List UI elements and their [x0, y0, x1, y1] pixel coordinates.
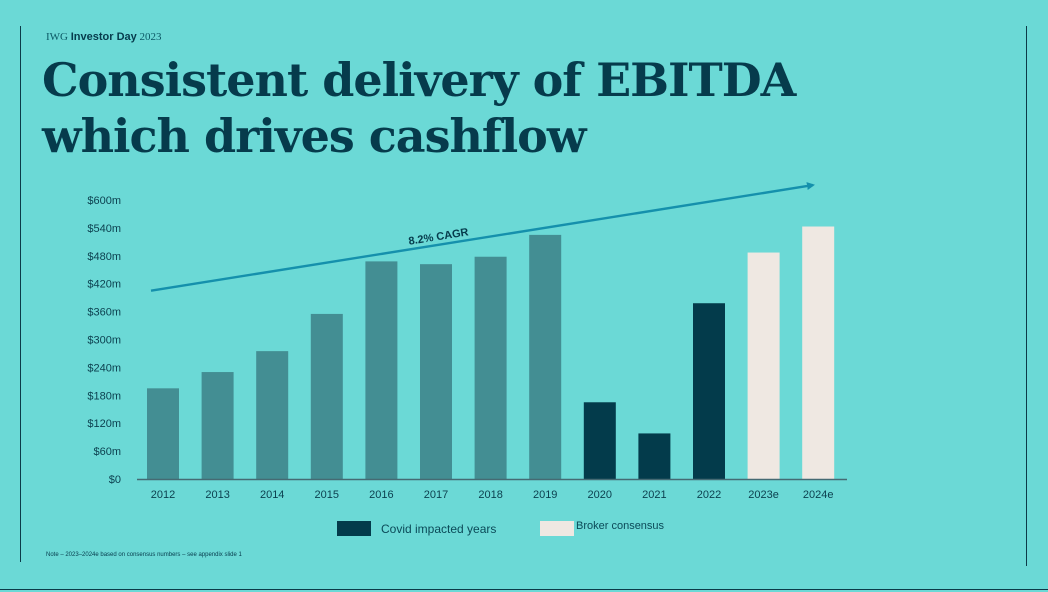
bar-2021: [638, 433, 671, 479]
y-tick-label: $300m: [87, 335, 121, 347]
y-tick-label: $480m: [87, 251, 121, 263]
header-year: 2023: [139, 31, 162, 43]
bar-2018: [474, 256, 507, 479]
bar-2017: [420, 264, 452, 479]
right-border-rule: [1026, 26, 1027, 566]
header-brand: IWG: [46, 31, 68, 43]
y-tick-label: $540m: [87, 223, 121, 235]
bar-2023e: [747, 252, 780, 479]
bar-2012: [147, 388, 179, 479]
x-tick-label: 2012: [151, 489, 175, 501]
page-title-line-1: Consistent delivery of EBITDA: [42, 53, 796, 107]
legend-swatch-consensus: [540, 521, 574, 536]
bar-2015: [310, 313, 343, 479]
y-tick-label: $600m: [87, 195, 121, 207]
y-tick-label: $0: [109, 474, 121, 486]
bar-2014: [256, 351, 289, 479]
x-tick-label: 2021: [642, 489, 666, 501]
footnote: Note – 2023–2024e based on consensus num…: [46, 552, 242, 558]
legend-label-covid: Covid impacted years: [381, 522, 497, 536]
bar-2013: [201, 372, 234, 479]
bar-2024e: [802, 226, 835, 479]
legend-swatch-covid: [337, 521, 371, 536]
x-tick-label: 2018: [478, 489, 502, 501]
bar-2019: [529, 234, 562, 479]
bar-2016: [365, 261, 398, 479]
x-tick-label: 2020: [588, 489, 612, 501]
legend-label-consensus: Broker consensus: [576, 520, 665, 532]
x-tick-label: 2016: [369, 489, 393, 501]
left-border-rule: [20, 26, 21, 562]
y-tick-label: $240m: [87, 362, 121, 374]
y-tick-label: $120m: [87, 418, 121, 430]
x-tick-label: 2015: [315, 489, 339, 501]
page-title: Consistent delivery of EBITDA which driv…: [42, 52, 796, 164]
x-tick-label: 2017: [424, 489, 448, 501]
y-tick-label: $60m: [93, 446, 121, 458]
y-tick-label: $420m: [87, 279, 121, 291]
page-title-line-2: which drives cashflow: [42, 109, 586, 163]
bottom-border-rule: [0, 589, 1048, 590]
header-label: IWG Investor Day 2023: [46, 31, 162, 43]
bar-2020: [583, 402, 616, 479]
x-tick-label: 2014: [260, 489, 284, 501]
y-tick-label: $360m: [87, 307, 121, 319]
x-tick-label: 2023e: [748, 489, 779, 501]
x-tick-label: 2019: [533, 489, 557, 501]
cagr-trend-arrow: [150, 182, 815, 292]
header-event: Investor Day: [70, 31, 137, 43]
x-tick-label: 2024e: [803, 489, 834, 501]
x-tick-label: 2022: [697, 489, 721, 501]
bar-2022: [693, 303, 725, 479]
y-tick-label: $180m: [87, 390, 121, 402]
x-tick-label: 2013: [205, 489, 229, 501]
